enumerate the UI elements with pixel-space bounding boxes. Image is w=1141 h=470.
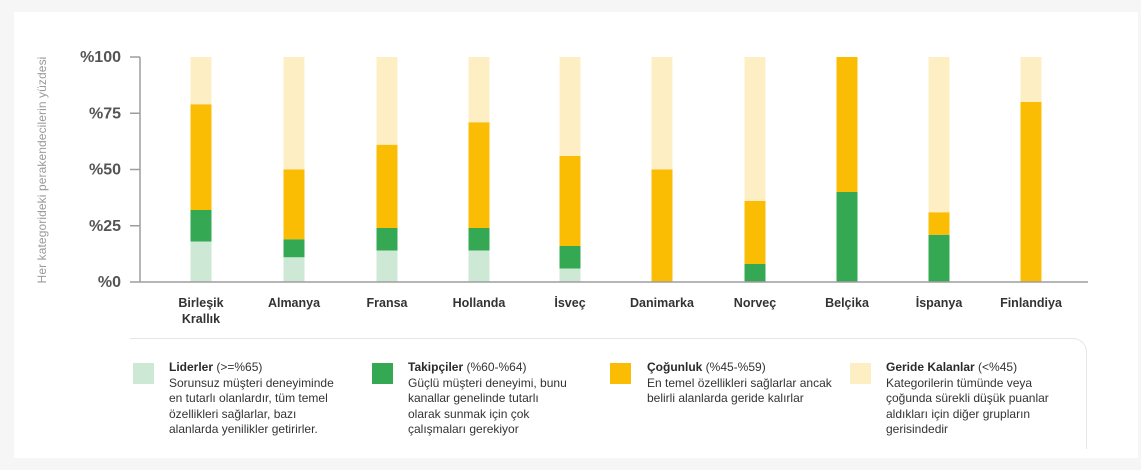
bar-segment-cogunluk (283, 169, 305, 240)
bar-segment-cogunluk (468, 122, 490, 228)
x-tick-label-line: İspanya (916, 295, 964, 310)
bar-segment-takipciler (836, 192, 858, 282)
bar-segment-cogunluk (559, 156, 581, 246)
bar-segment-takipciler (559, 246, 581, 269)
bar-segment-cogunluk (928, 212, 950, 235)
y-tick-label: %50 (89, 162, 121, 179)
legend-description-line: gerisindedir (886, 422, 949, 436)
x-tick-label: Fransa (367, 296, 409, 310)
legend-heading: Liderler (>=%65) (169, 360, 384, 376)
legend-range: (>=%65) (213, 360, 263, 374)
bar-segment-geride (468, 57, 490, 123)
y-tick-label: %25 (89, 218, 121, 235)
bar-segment-geride (283, 57, 305, 170)
bar-segment-liderler (283, 257, 305, 282)
legend-description-line: en tutarlı olanlardır, tüm temel (169, 391, 328, 405)
legend-swatch (133, 363, 154, 384)
x-tick-label-line: İsveç (554, 295, 585, 310)
x-tick-label: İsveç (554, 295, 585, 310)
x-tick-label-line: Danimarka (630, 296, 695, 310)
x-tick-label: Belçika (825, 296, 870, 310)
legend-range: (%60-%64) (463, 360, 527, 374)
legend-swatch (372, 363, 393, 384)
y-tick-label: %100 (80, 49, 121, 66)
bar-segment-geride (928, 57, 950, 213)
bar-segment-geride (376, 57, 398, 145)
legend-swatch (850, 363, 871, 384)
legend-swatch (610, 363, 631, 384)
bar-segment-takipciler (468, 228, 490, 251)
bar-segment-cogunluk (836, 57, 858, 192)
legend-range: (<%45) (974, 360, 1018, 374)
bar-segment-cogunluk (651, 169, 673, 282)
legend-description-line: aldıkları için diğer grupların (886, 406, 1031, 421)
legend-description-line: çoğunda sürekli düşük puanlar (886, 391, 1049, 405)
legend-description-line: alanlarda yenilikler getirirler. (169, 422, 318, 436)
bar-segment-geride (744, 57, 766, 201)
bar-segment-liderler (376, 250, 398, 282)
legend-name: Geride Kalanlar (886, 360, 975, 374)
y-tick-label: %75 (89, 105, 121, 122)
bar-segment-takipciler (376, 228, 398, 251)
bar-segment-cogunluk (376, 144, 398, 228)
legend-heading: Çoğunluk (%45-%59) (647, 360, 862, 376)
bar-segment-liderler (468, 250, 490, 282)
x-tick-label-line: Krallık (182, 312, 220, 326)
legend-item: Çoğunluk (%45-%59) En temel özellikleri s… (647, 360, 862, 407)
legend-description-line: olarak sunmak için çok (408, 406, 530, 421)
y-axis-title-text: Her kategorideki perakendecilerin yüzdes… (35, 56, 49, 284)
bar-segment-geride (651, 57, 673, 170)
x-tick-label-line: Belçika (825, 296, 870, 310)
x-tick-label: Norveç (734, 296, 776, 310)
legend-item: Geride Kalanlar (<%45) Kategorilerin tümü… (886, 360, 1101, 438)
legend-description-line: Güçlü müşteri deneyimi, bunu (408, 375, 567, 390)
x-tick-label-line: Almanya (268, 296, 321, 310)
bar-segment-cogunluk (744, 201, 766, 264)
bar-segment-geride (559, 57, 581, 156)
legend-description-line: kanallar genelinde tutarlı (408, 391, 539, 405)
x-tick-label-line: Birleşik (178, 296, 223, 310)
legend-name: Takipçiler (408, 360, 464, 374)
bar-segment-takipciler (928, 234, 950, 282)
bar-segment-takipciler (744, 264, 766, 282)
legend-description-line: çalışmaları gerekiyor (408, 422, 519, 436)
legend-description-line: Sorunsuz müşteri deneyiminde (169, 375, 334, 390)
bar-segment-takipciler (283, 239, 305, 258)
legend-item: Takipçiler (%60-%64) Güçlü müşteri deneyi… (408, 360, 623, 438)
legend-name: Liderler (169, 360, 214, 374)
bar-segment-liderler (559, 268, 581, 282)
bar-segment-cogunluk (1020, 102, 1042, 282)
legend-name: Çoğunluk (647, 360, 703, 374)
x-tick-label-line: Hollanda (453, 296, 507, 310)
x-tick-label: İspanya (916, 295, 964, 310)
y-tick-label: %0 (98, 274, 121, 291)
x-tick-label: Birleşik Krallık (178, 296, 223, 326)
legend-description-line: Kategorilerin tümünde veya (886, 375, 1033, 390)
legend-heading: Geride Kalanlar (<%45) (886, 360, 1101, 376)
bar-segment-geride (1020, 57, 1042, 102)
x-tick-label: Hollanda (453, 296, 507, 310)
bar-segment-takipciler (190, 210, 212, 242)
legend-heading: Takipçiler (%60-%64) (408, 360, 623, 376)
x-tick-label-line: Finlandiya (1000, 296, 1063, 310)
x-tick-label: Danimarka (630, 296, 695, 310)
bar-segment-geride (190, 57, 212, 105)
x-tick-label: Almanya (268, 296, 321, 310)
legend-description-line: belirli alanlarda geride kalırlar (647, 391, 804, 405)
legend-description-line: En temel özellikleri sağlarlar ancak (647, 375, 832, 390)
x-tick-label-line: Norveç (734, 296, 776, 310)
legend-description-line: özellikleri sağlarlar, bazı (169, 406, 297, 421)
legend-box (130, 338, 1087, 449)
bar-segment-liderler (190, 241, 212, 282)
legend-item: Liderler (>=%65) Sorunsuz müşteri deneyim… (169, 360, 384, 438)
x-tick-label: Finlandiya (1000, 296, 1063, 310)
legend-range: (%45-%59) (702, 360, 766, 374)
bar-segment-cogunluk (190, 104, 212, 210)
x-tick-label-line: Fransa (367, 296, 409, 310)
